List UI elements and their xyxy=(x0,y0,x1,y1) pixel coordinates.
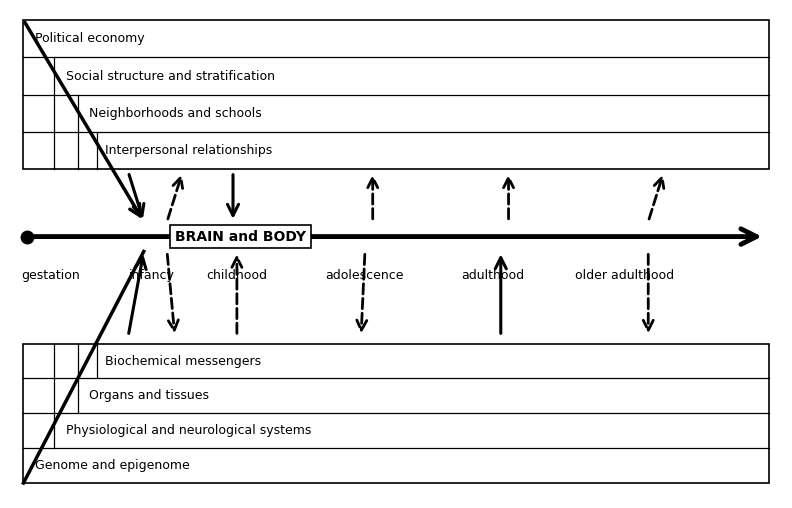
Text: Political economy: Political economy xyxy=(35,32,145,45)
Text: infancy: infancy xyxy=(128,269,174,282)
Text: BRAIN and BODY: BRAIN and BODY xyxy=(175,230,307,243)
Bar xyxy=(24,20,768,169)
Text: Interpersonal relationships: Interpersonal relationships xyxy=(105,144,272,157)
Text: Genome and epigenome: Genome and epigenome xyxy=(35,459,190,472)
Bar xyxy=(24,343,768,483)
Text: older adulthood: older adulthood xyxy=(576,269,675,282)
Text: adolescence: adolescence xyxy=(326,269,404,282)
Text: Social structure and stratification: Social structure and stratification xyxy=(67,70,275,82)
Text: childhood: childhood xyxy=(207,269,268,282)
Text: adulthood: adulthood xyxy=(462,269,524,282)
Text: Physiological and neurological systems: Physiological and neurological systems xyxy=(67,424,311,437)
Text: Neighborhoods and schools: Neighborhoods and schools xyxy=(89,107,262,120)
Text: Organs and tissues: Organs and tissues xyxy=(89,390,209,402)
Text: Biochemical messengers: Biochemical messengers xyxy=(105,355,261,367)
Text: gestation: gestation xyxy=(21,269,80,282)
